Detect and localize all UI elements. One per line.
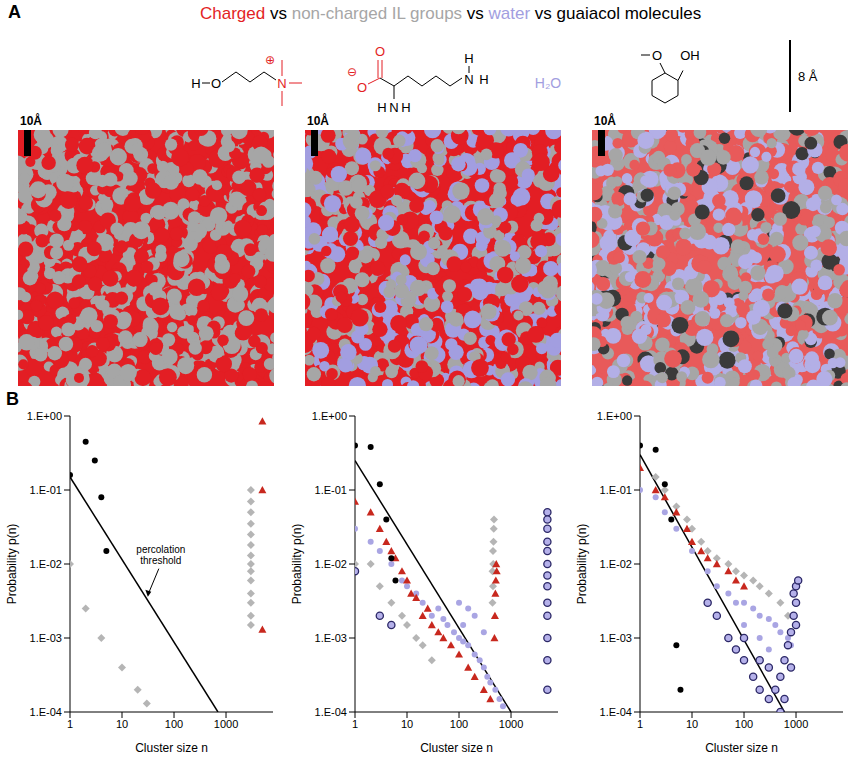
svg-text:8 Å: 8 Å bbox=[798, 69, 818, 84]
svg-text:10: 10 bbox=[116, 718, 128, 730]
svg-text:Probability p(n): Probability p(n) bbox=[575, 524, 589, 605]
svg-text:percolationthreshold: percolationthreshold bbox=[136, 544, 185, 566]
svg-text:10: 10 bbox=[401, 718, 413, 730]
svg-text:O: O bbox=[375, 44, 385, 59]
svg-text:OH: OH bbox=[680, 48, 700, 63]
svg-text:100: 100 bbox=[165, 718, 183, 730]
svg-text:Cluster size n: Cluster size n bbox=[135, 741, 208, 755]
svg-text:100: 100 bbox=[735, 718, 753, 730]
svg-text:1.E-01: 1.E-01 bbox=[30, 484, 62, 496]
svg-text:Cluster size n: Cluster size n bbox=[420, 741, 493, 755]
html-text:B: B bbox=[6, 389, 19, 409]
svg-text:1.E-03: 1.E-03 bbox=[600, 632, 632, 644]
svg-text:1.E-02: 1.E-02 bbox=[600, 558, 632, 570]
svg-text:100: 100 bbox=[450, 718, 468, 730]
svg-text:1: 1 bbox=[67, 718, 73, 730]
html-text:Charged vs non-charged IL grou: Charged vs non-charged IL groups vs wate… bbox=[200, 4, 702, 23]
svg-text:Probability p(n): Probability p(n) bbox=[5, 524, 19, 605]
svg-text:N: N bbox=[277, 76, 286, 91]
svg-text:O: O bbox=[652, 48, 662, 63]
svg-text:H: H bbox=[377, 100, 386, 114]
svg-text:1.E-02: 1.E-02 bbox=[315, 558, 347, 570]
svg-text:1.E-04: 1.E-04 bbox=[315, 706, 347, 718]
svg-text:1: 1 bbox=[352, 718, 358, 730]
svg-text:⊖: ⊖ bbox=[347, 65, 357, 79]
svg-text:N: N bbox=[464, 72, 473, 87]
svg-text:H₂O: H₂O bbox=[535, 75, 562, 91]
svg-text:1000: 1000 bbox=[214, 718, 238, 730]
svg-text:1.E+00: 1.E+00 bbox=[27, 410, 62, 422]
svg-text:H: H bbox=[401, 100, 410, 114]
svg-text:10: 10 bbox=[686, 718, 698, 730]
svg-text:Cluster size n: Cluster size n bbox=[705, 741, 778, 755]
svg-text:H: H bbox=[464, 51, 473, 66]
html-text:10Å: 10Å bbox=[307, 114, 329, 128]
svg-text:1.E-01: 1.E-01 bbox=[315, 484, 347, 496]
html-text:A: A bbox=[8, 2, 21, 22]
svg-text:1000: 1000 bbox=[784, 718, 808, 730]
svg-text:⊕: ⊕ bbox=[265, 53, 275, 67]
svg-text:H: H bbox=[479, 72, 488, 87]
svg-text:N: N bbox=[389, 100, 398, 114]
svg-text:1.E+00: 1.E+00 bbox=[312, 410, 347, 422]
svg-text:H: H bbox=[191, 76, 200, 91]
svg-text:1.E-04: 1.E-04 bbox=[600, 706, 632, 718]
svg-text:1000: 1000 bbox=[499, 718, 523, 730]
svg-text:1.E-03: 1.E-03 bbox=[315, 632, 347, 644]
svg-text:O: O bbox=[357, 80, 367, 95]
html-text:10Å: 10Å bbox=[594, 114, 616, 128]
svg-text:1.E-02: 1.E-02 bbox=[30, 558, 62, 570]
html-text:10Å: 10Å bbox=[20, 114, 42, 128]
svg-text:1.E-01: 1.E-01 bbox=[600, 484, 632, 496]
svg-text:1: 1 bbox=[637, 718, 643, 730]
svg-text:O: O bbox=[211, 76, 221, 91]
svg-text:Probability p(n): Probability p(n) bbox=[290, 524, 304, 605]
svg-text:1.E-04: 1.E-04 bbox=[30, 706, 62, 718]
svg-text:1.E+00: 1.E+00 bbox=[597, 410, 632, 422]
svg-text:1.E-03: 1.E-03 bbox=[30, 632, 62, 644]
